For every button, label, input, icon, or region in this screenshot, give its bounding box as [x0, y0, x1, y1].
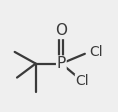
Text: O: O	[55, 23, 67, 38]
Text: P: P	[57, 56, 66, 71]
Text: Cl: Cl	[89, 45, 103, 59]
Text: Cl: Cl	[76, 74, 89, 88]
